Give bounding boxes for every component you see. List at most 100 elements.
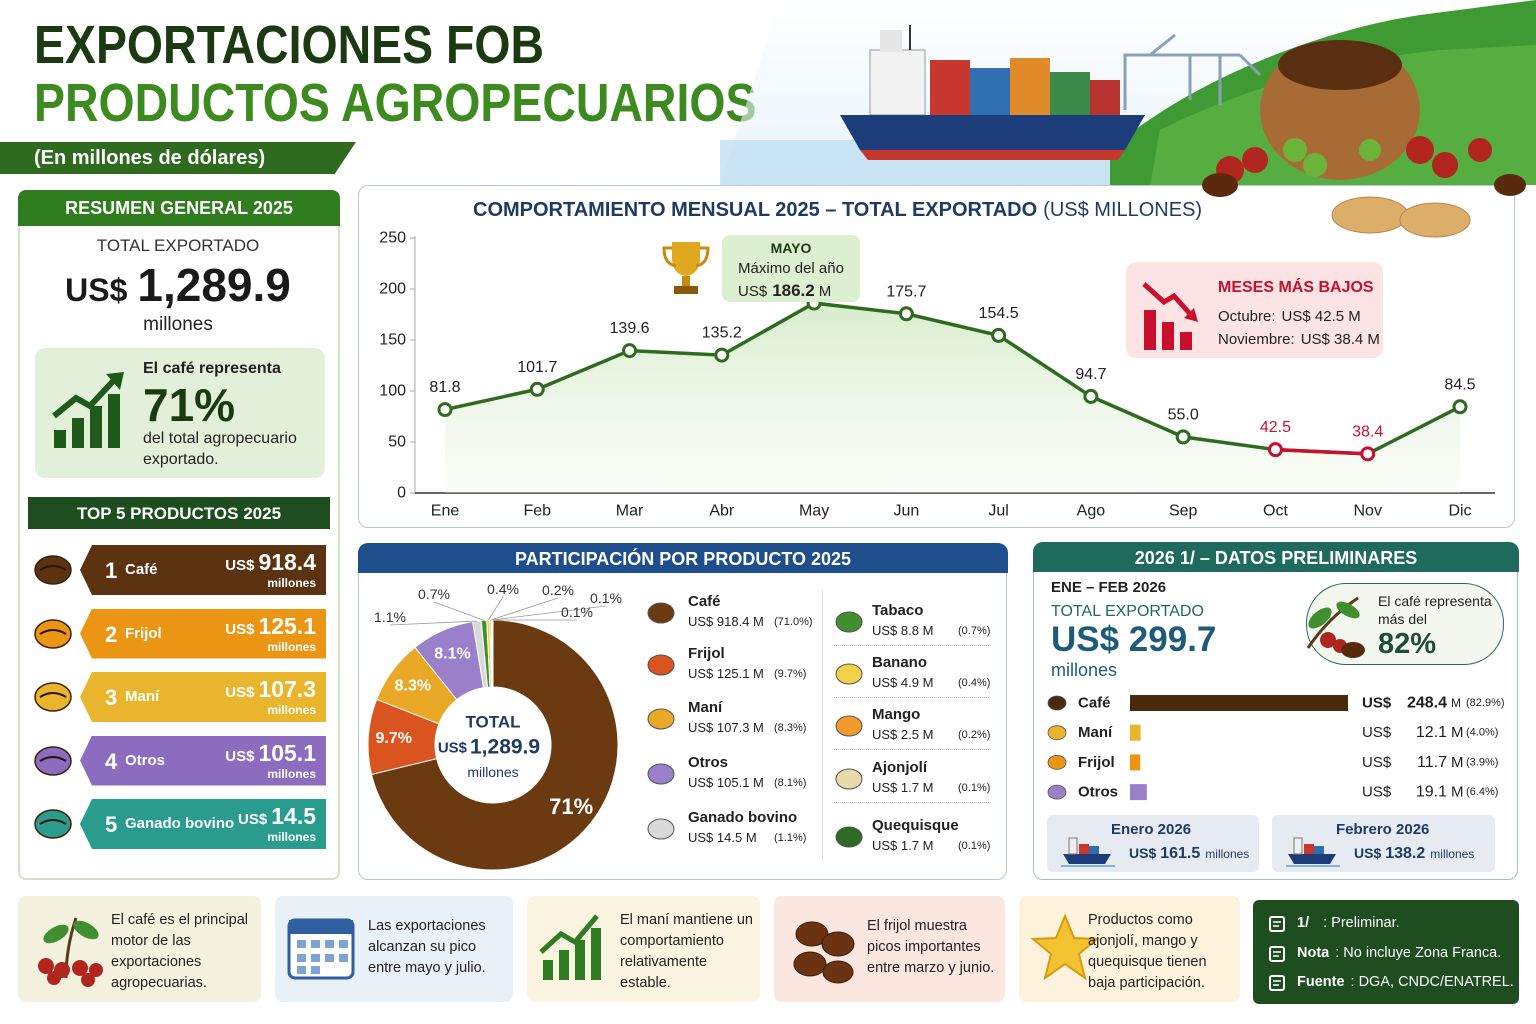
value-label: 94.7	[1075, 366, 1106, 383]
icon-shape	[539, 914, 599, 954]
icon-shape	[1303, 153, 1327, 177]
icon-shape	[647, 654, 675, 676]
icon-shape	[1030, 913, 1100, 981]
product-row: 1 Café US$ 918.4 millones	[80, 545, 326, 595]
icon-shape	[1494, 174, 1526, 196]
coffee-branch-icon	[1298, 588, 1370, 667]
icon-shape	[1306, 596, 1359, 649]
bar-label: Frijol	[1078, 754, 1115, 771]
slice-label: 0.1%	[561, 604, 593, 620]
icon-shape	[43, 924, 69, 944]
icon-shape	[72, 418, 84, 448]
product-name: Frijol	[125, 624, 162, 642]
icon-shape	[647, 818, 675, 840]
callout-tail: del total agropecuario exportado.	[143, 430, 297, 468]
icon-shape	[835, 611, 863, 633]
center-currency: US$	[438, 740, 468, 757]
icon-shape	[860, 150, 1125, 160]
icon-shape	[970, 68, 1010, 115]
legend-icon	[646, 650, 676, 685]
value-label: 175.7	[886, 283, 926, 300]
icon-shape	[672, 242, 700, 276]
legend-name: Maní	[688, 699, 723, 716]
note-icon	[1268, 914, 1286, 939]
leader-line	[487, 596, 504, 621]
icon-shape	[647, 602, 675, 624]
summary-amount: 1,289.9	[137, 259, 291, 311]
icon-shape	[1269, 975, 1285, 991]
x-tick-label: Nov	[1354, 503, 1382, 520]
product-name: Café	[125, 561, 158, 578]
icon-shape	[930, 58, 1120, 115]
icon-shape	[1286, 837, 1340, 867]
bar-value: 11.7	[1417, 754, 1447, 771]
header-illustration	[720, 0, 1536, 238]
product-rank: 4	[105, 748, 118, 774]
icon-shape	[39, 692, 67, 698]
legend-icon	[646, 598, 676, 633]
insight-icon	[26, 908, 106, 993]
note-key: Fuente	[1297, 974, 1345, 990]
insight-box	[18, 896, 261, 1002]
month-name: Enero 2026	[1111, 821, 1192, 838]
product-amount: 107.3	[258, 676, 316, 702]
legend-amount: US$ 8.8 M	[872, 623, 934, 638]
slice-label: 8.3%	[395, 677, 431, 694]
bar-share: (4.0%)	[1466, 727, 1498, 739]
month-currency: US$	[1129, 845, 1157, 861]
legend-amount: US$ 125.1 M	[688, 666, 764, 681]
icon-shape	[835, 768, 863, 790]
icon-shape	[835, 826, 863, 848]
insight-text: El café es el principal motor de las exp…	[111, 912, 249, 991]
bar	[1130, 724, 1141, 741]
legend-icon	[646, 704, 676, 739]
icon-shape	[34, 555, 72, 585]
legend-icon	[834, 711, 864, 746]
x-tick-label: Ago	[1077, 503, 1106, 520]
y-tick-label: 200	[379, 281, 406, 298]
icon-shape	[835, 663, 863, 685]
icon-shape	[47, 971, 61, 985]
icon-shape	[297, 954, 306, 962]
icon-shape	[539, 914, 601, 980]
legend-share: (0.1%)	[958, 840, 991, 852]
x-tick-label: Abr	[709, 503, 735, 520]
icon-shape	[1432, 152, 1458, 178]
product-rank: 5	[105, 812, 118, 837]
bar-currency: US$	[1362, 754, 1392, 771]
summary-callout	[35, 348, 325, 478]
slice-label: 9.7%	[375, 730, 411, 747]
month-unit: millones	[1205, 847, 1250, 861]
icon-shape	[1308, 607, 1332, 629]
bar-currency: US$	[1362, 724, 1392, 741]
legend-amount: US$ 105.1 M	[688, 775, 764, 790]
preliminary-period: ENE – FEB 2026	[1051, 579, 1167, 596]
product-amount-row: US$ 14.5	[238, 803, 316, 830]
preliminary-total: US$ 299.7	[1051, 620, 1217, 659]
icon-shape	[1269, 975, 1285, 991]
icon-shape	[34, 618, 72, 649]
icon-shape	[1273, 980, 1281, 986]
icon-shape	[34, 745, 72, 776]
point	[529, 381, 545, 397]
product-unit: millones	[267, 766, 316, 781]
x-tick-label: Ene	[431, 503, 460, 520]
product-icon	[32, 677, 76, 722]
leader-line	[491, 605, 607, 621]
legend-share: (1.1%)	[774, 832, 807, 844]
y-tick-label: 250	[379, 230, 406, 247]
icon-shape	[39, 755, 67, 762]
line-highlight	[1275, 447, 1368, 456]
icon-shape	[1341, 642, 1365, 658]
legend-amount: US$ 14.5 M	[688, 830, 757, 845]
product-rank: 1	[105, 558, 118, 583]
icon-shape	[1089, 846, 1099, 854]
slice	[370, 619, 619, 871]
preliminary-label: TOTAL EXPORTADO	[1051, 603, 1204, 620]
month-unit: millones	[1430, 847, 1475, 861]
lows-label: Noviembre:	[1218, 331, 1295, 348]
legend-name: Frijol	[688, 645, 725, 662]
leader-line	[433, 601, 485, 621]
icon-shape	[90, 406, 102, 448]
